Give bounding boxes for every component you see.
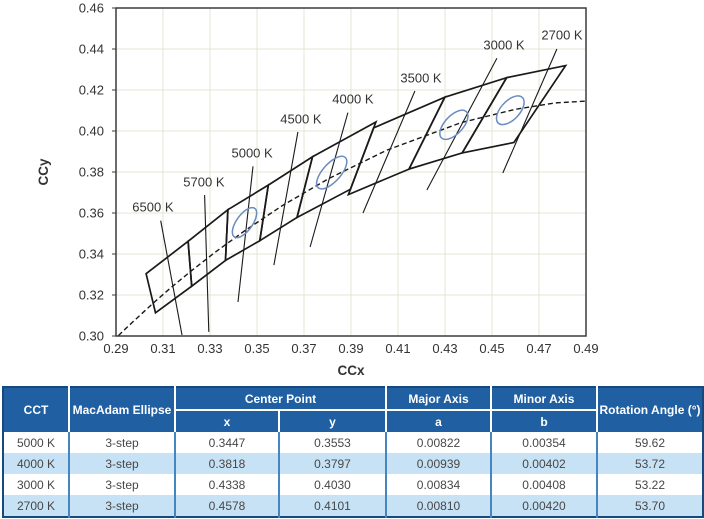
table-cell: 3-step [69,453,176,474]
col-header-major-a: a [386,410,492,432]
table-cell: 0.3553 [279,432,387,453]
x-tick-label: 0.45 [479,341,504,356]
cct-leader-line [204,194,210,332]
col-header-major-axis: Major Axis [386,387,492,411]
table-body: 5000 K 3-step 0.3447 0.3553 0.00822 0.00354 59… [3,432,703,517]
x-tick-label: 0.49 [573,341,598,356]
table-row-2700k: 2700 K 3-step 0.4578 0.4101 0.00810 0.00420 53… [3,495,703,517]
cct-label: 3000 K [483,37,525,52]
table-cell: 0.00810 [386,495,492,517]
table-row-3000k: 3000 K 3-step 0.4338 0.4030 0.00834 0.00408 53… [3,474,703,495]
macadam-ellipse-5000k [228,204,262,240]
table-cell: 0.00834 [386,474,492,495]
cct-label: 5700 K [183,175,225,190]
table-cell: 0.00408 [491,474,598,495]
col-header-minor-axis: Minor Axis [491,387,598,411]
table-cell: 53.72 [597,453,703,474]
macadam-ellipse-table: CCT MacAdam Ellipse Center Point Major A… [2,386,704,518]
table-cell: 0.3818 [175,453,280,474]
col-header-center-y: y [279,410,387,432]
y-tick-label: 0.40 [79,124,104,139]
y-tick-label: 0.38 [79,165,104,180]
table-cell: 0.00354 [491,432,598,453]
table-cell: 4000 K [3,453,70,474]
cct-bin-2700k [460,64,568,155]
cct-label: 4000 K [332,92,374,107]
cct-leader-line [273,131,299,266]
col-header-macadam-ellipse: MacAdam Ellipse [69,387,176,432]
x-tick-label: 0.43 [432,341,457,356]
table-cell: 3-step [69,432,176,453]
table-cell: 0.00402 [491,453,598,474]
col-header-cct: CCT [3,387,70,432]
x-tick-label: 0.37 [291,341,316,356]
table-cell: 0.3797 [279,453,387,474]
y-tick-label: 0.44 [79,42,104,57]
cct-leader-line [362,90,416,214]
x-tick-label: 0.41 [385,341,410,356]
x-tick-label: 0.39 [338,341,363,356]
cct-label: 3500 K [400,70,442,85]
chromaticity-chart: 6500 K 5700 K 5000 K 4500 K 4000 K 3500 K 3000… [0,0,704,386]
y-tick-label: 0.32 [79,288,104,303]
cct-bin-5700k [187,207,229,288]
table-cell: 0.00822 [386,432,492,453]
col-header-rotation-angle: Rotation Angle (°) [597,387,703,432]
x-tick-label: 0.47 [526,341,551,356]
table-row-4000k: 4000 K 3-step 0.3818 0.3797 0.00939 0.00402 53… [3,453,703,474]
table-cell: 59.62 [597,432,703,453]
y-tick-label: 0.42 [79,83,104,98]
x-tick-label: 0.29 [103,341,128,356]
table-header: CCT MacAdam Ellipse Center Point Major A… [3,387,703,432]
y-tick-label: 0.30 [79,329,104,344]
cct-bin-6500k [145,239,193,315]
col-header-center-x: x [175,410,280,432]
table-cell: 0.3447 [175,432,280,453]
x-axis-title: CCx [337,363,364,378]
table-cell: 53.70 [597,495,703,517]
macadam-ellipse-4000k [311,152,352,193]
table-row-5000k: 5000 K 3-step 0.3447 0.3553 0.00822 0.00354 59… [3,432,703,453]
x-tick-label: 0.31 [150,341,175,356]
table-cell: 53.22 [597,474,703,495]
table-cell: 5000 K [3,432,70,453]
macadam-ellipse-2700k [491,92,529,129]
table-cell: 3000 K [3,474,70,495]
planckian-locus [117,100,587,337]
table-cell: 3-step [69,474,176,495]
table-cell: 0.4338 [175,474,280,495]
x-tick-label: 0.33 [197,341,222,356]
chromaticity-chart-panel: 6500 K 5700 K 5000 K 4500 K 4000 K 3500 K 3000… [0,0,704,386]
macadam-ellipse-3000k [434,106,473,143]
y-tick-label: 0.34 [79,247,104,262]
cct-label: 4500 K [280,111,322,126]
table-cell: 0.4101 [279,495,387,517]
y-axis-title: CCy [36,158,51,185]
y-tick-label: 0.46 [79,1,104,16]
table-cell: 2700 K [3,495,70,517]
cct-leader-line [309,112,349,248]
cct-label: 6500 K [132,200,174,215]
y-tick-label: 0.36 [79,206,104,221]
table-cell: 0.00420 [491,495,598,517]
cct-label: 2700 K [541,28,583,43]
table-cell: 0.00939 [386,453,492,474]
col-header-minor-b: b [491,410,598,432]
cct-label: 5000 K [231,145,273,160]
cct-leader-line [160,220,183,336]
col-header-center-point: Center Point [175,387,387,411]
table-cell: 0.4578 [175,495,280,517]
cct-leader-line [426,57,498,191]
x-tick-label: 0.35 [244,341,269,356]
table-cell: 3-step [69,495,176,517]
macadam-ellipse-table-wrap: CCT MacAdam Ellipse Center Point Major A… [0,386,704,518]
table-cell: 0.4030 [279,474,387,495]
